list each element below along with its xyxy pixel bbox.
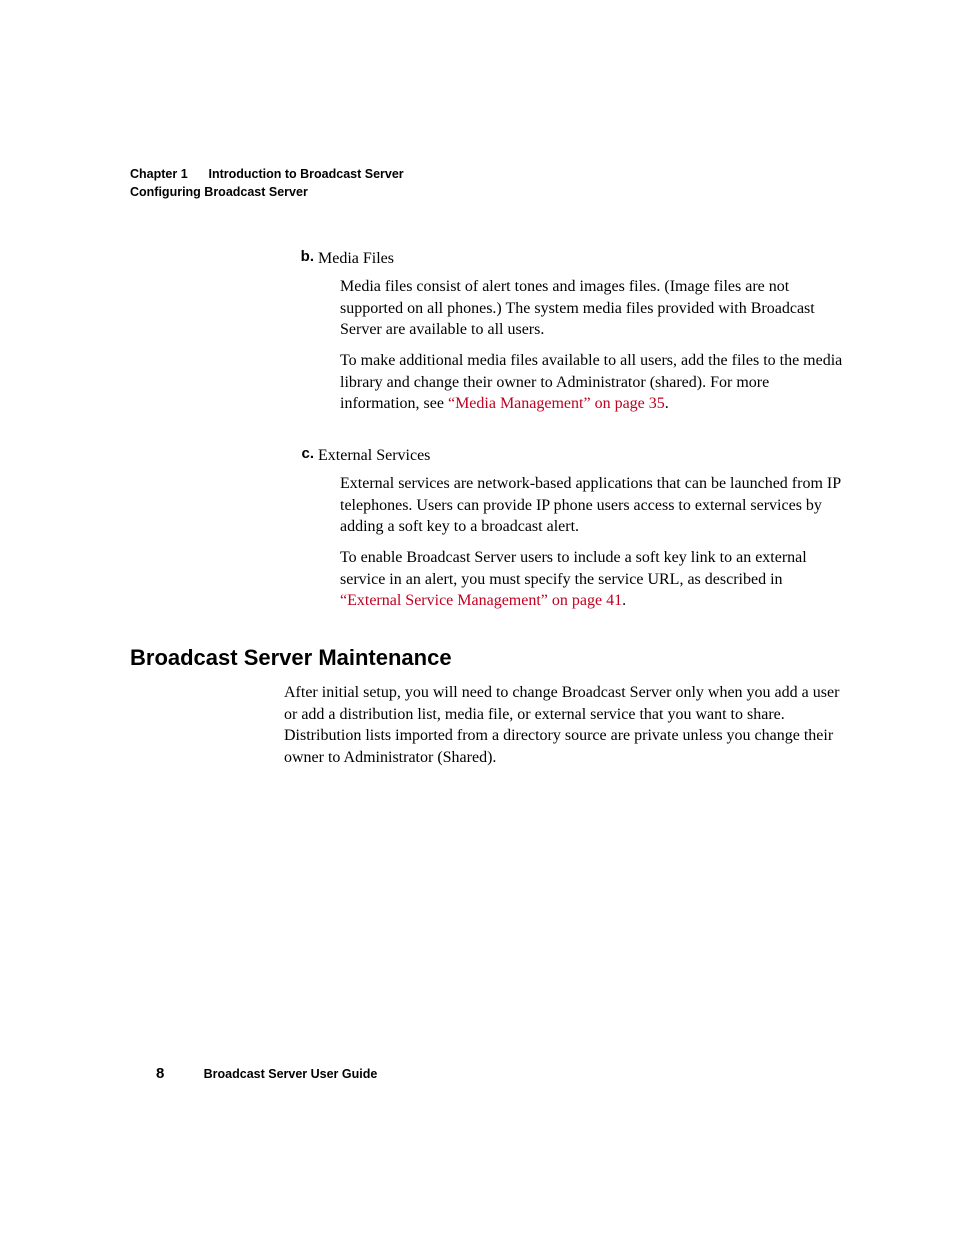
page-header: Chapter 1 Introduction to Broadcast Serv… (130, 165, 404, 201)
page-number: 8 (156, 1065, 200, 1082)
link-external-service-management[interactable]: “External Service Management” on page 41 (340, 592, 622, 609)
chapter-line: Chapter 1 Introduction to Broadcast Serv… (130, 165, 404, 183)
para-b2: To make additional media files available… (340, 350, 845, 415)
para-c2: To enable Broadcast Server users to incl… (340, 547, 845, 612)
list-marker-c: c. (296, 445, 314, 462)
guide-title: Broadcast Server User Guide (204, 1067, 378, 1081)
list-marker-b: b. (296, 248, 314, 265)
section-body: After initial setup, you will need to ch… (284, 682, 844, 768)
para-c2-post: . (622, 592, 626, 609)
para-b1: Media files consist of alert tones and i… (340, 276, 845, 341)
list-title-b: Media Files (318, 248, 848, 270)
para-c2-pre: To enable Broadcast Server users to incl… (340, 549, 807, 588)
page-footer: 8 Broadcast Server User Guide (156, 1065, 377, 1082)
document-page: Chapter 1 Introduction to Broadcast Serv… (0, 0, 954, 1235)
para-b2-post: . (665, 395, 669, 412)
list-title-c: External Services (318, 445, 848, 467)
section-line: Configuring Broadcast Server (130, 183, 404, 201)
section-heading: Broadcast Server Maintenance (130, 645, 452, 671)
link-media-management[interactable]: “Media Management” on page 35 (448, 395, 665, 412)
para-c1: External services are network-based appl… (340, 473, 845, 538)
